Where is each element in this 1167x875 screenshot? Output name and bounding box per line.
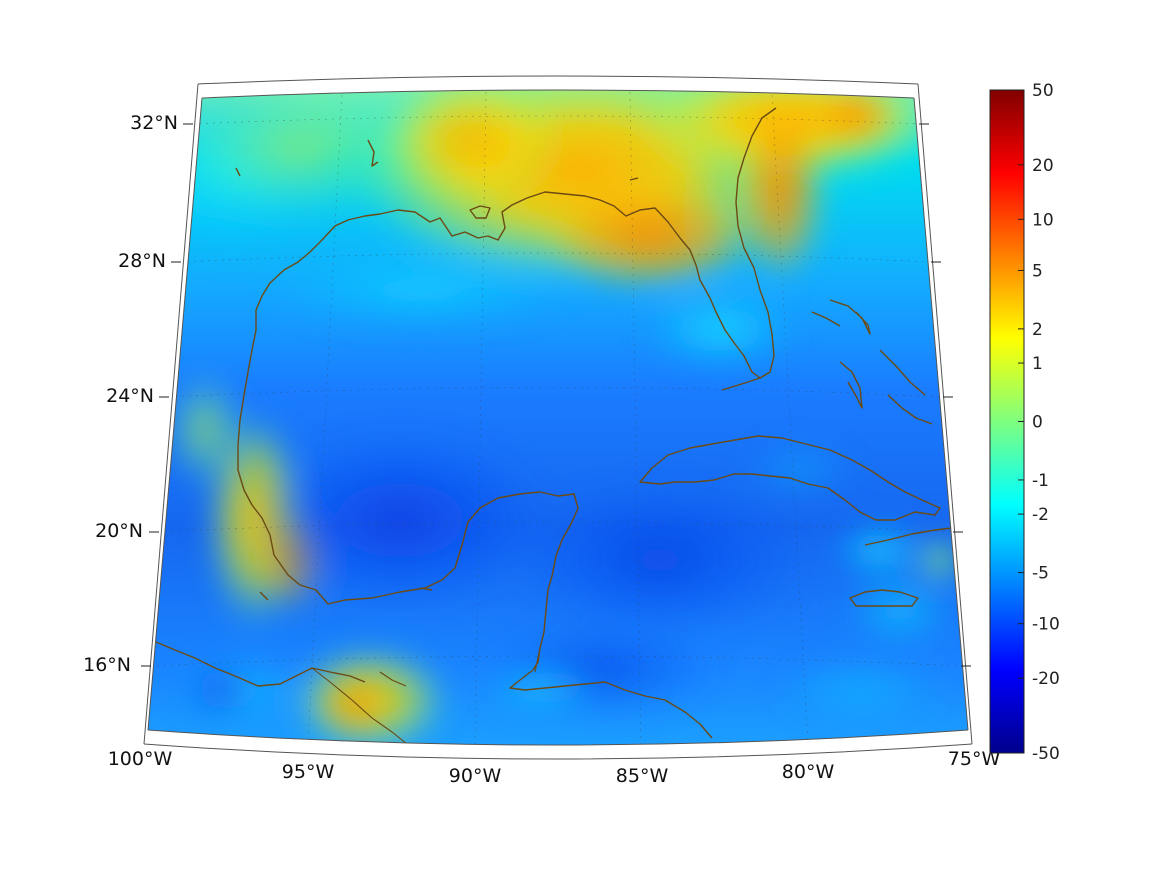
lat-label-20n: 20°N (95, 520, 143, 542)
colorbar-tick-label: 10 (1032, 210, 1054, 230)
colorbar-tick-label: 5 (1032, 261, 1043, 281)
lon-label-90w: 90°W (449, 765, 502, 787)
lon-label-85w: 85°W (616, 765, 669, 787)
colorbar-tick-label: -20 (1032, 669, 1060, 689)
country-borders (311, 647, 541, 745)
colorbar-tick-label: -10 (1032, 615, 1060, 635)
lon-label-95w: 95°W (282, 761, 335, 783)
colorbar-tick-label: 2 (1032, 320, 1043, 340)
lat-label-24n: 24°N (106, 385, 154, 407)
lon-label-80w: 80°W (782, 761, 835, 783)
colorbar-tick-label: -1 (1032, 471, 1049, 491)
lat-label-28n: 28°N (118, 250, 166, 272)
data-field (148, 90, 968, 745)
lon-label-100w: 100°W (108, 748, 173, 770)
colorbar-tick-label: 1 (1032, 354, 1043, 374)
colorbar-tick-label: -5 (1032, 564, 1049, 584)
lon-label-75w: 75°W (948, 748, 1001, 770)
colorbar-tick-label: -2 (1032, 505, 1049, 525)
lat-label-32n: 32°N (130, 112, 178, 134)
latitude-labels: 32°N 28°N 24°N 20°N 16°N (83, 112, 178, 676)
lat-label-16n: 16°N (83, 654, 131, 676)
coastline (155, 107, 953, 739)
graticule (149, 91, 963, 745)
longitude-labels: 100°W 95°W 90°W 85°W 80°W 75°W (108, 748, 1001, 787)
colorbar-tick-label: 20 (1032, 156, 1054, 176)
map-frame (141, 75, 973, 760)
colorbar-tick-label: -50 (1032, 744, 1060, 764)
colorbar-tick-label: 0 (1032, 413, 1043, 433)
colorbar-tick-label: 50 (1032, 81, 1054, 101)
